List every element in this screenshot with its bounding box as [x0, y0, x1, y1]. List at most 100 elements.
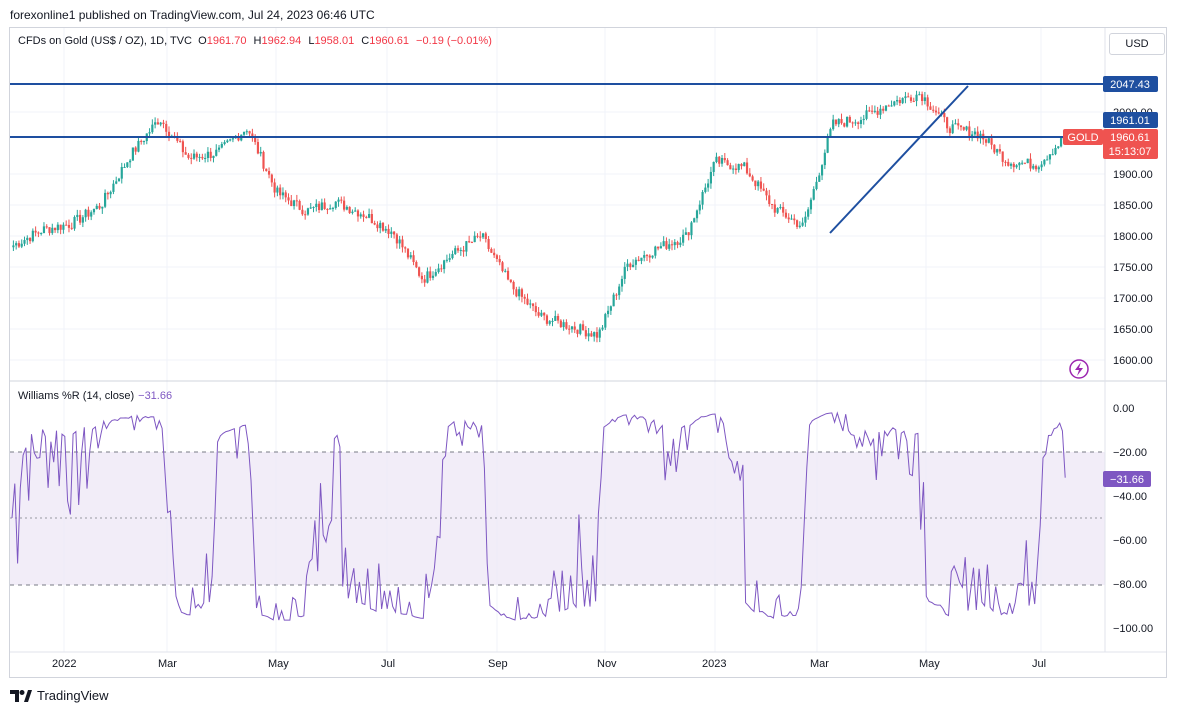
candle-body [884, 105, 888, 111]
candle-body [362, 214, 365, 217]
candle-body [740, 164, 743, 167]
candle-body [381, 222, 385, 231]
candle-body [784, 212, 788, 218]
symbol-title[interactable]: CFDs on Gold (US$ / OZ), 1D, TVC [18, 35, 193, 47]
candle-body [798, 225, 801, 227]
trend-line[interactable] [829, 85, 969, 234]
candle-body [726, 160, 729, 166]
candle-body [512, 282, 515, 290]
candle-body [601, 327, 604, 330]
currency-button[interactable]: USD [1109, 33, 1165, 55]
candle-body [104, 192, 107, 207]
candle-body [520, 289, 524, 297]
candle-body [623, 266, 626, 279]
candle-body [748, 173, 751, 177]
candle-body [140, 140, 143, 142]
wr-tick: 0.00 [1113, 403, 1134, 415]
candle-body [1057, 146, 1060, 148]
candle-body [907, 96, 910, 98]
candle-body [334, 201, 337, 208]
candle-body [665, 241, 668, 249]
candle-body [704, 187, 707, 192]
candle-body [331, 207, 335, 209]
candle-body [1032, 165, 1035, 169]
candle-body [732, 168, 735, 170]
candle-body [409, 255, 412, 258]
candle-body [498, 258, 501, 263]
candle-body [45, 226, 48, 228]
candle-body [473, 235, 476, 243]
candle-body [795, 220, 799, 227]
candle-body [901, 98, 904, 104]
candle-body [412, 255, 415, 263]
candle-body [645, 255, 649, 257]
candle-body [782, 206, 785, 213]
candle-body [206, 151, 210, 159]
candle-body [131, 147, 134, 161]
candle-body [220, 143, 223, 148]
candle-body [815, 181, 818, 190]
candle-body [154, 122, 157, 125]
williams-label[interactable]: Williams %R (14, close) [18, 390, 135, 402]
candle-body [292, 200, 296, 207]
candle-body [576, 329, 579, 334]
candle-body [109, 191, 112, 195]
candle-body [398, 239, 401, 244]
candle-body [573, 326, 576, 330]
candle-body [682, 234, 685, 243]
candle-body [1054, 147, 1057, 155]
candle-body [256, 142, 260, 154]
badge-wr-value: −31.66 [1103, 471, 1151, 487]
candle-body [898, 100, 901, 104]
candle-body [962, 127, 965, 130]
candle-body [893, 101, 896, 106]
candle-body [770, 204, 774, 206]
chart-frame [9, 27, 1167, 678]
candle-body [493, 252, 496, 256]
candle-body [531, 303, 535, 307]
candle-body [340, 199, 343, 201]
candle-body [315, 203, 318, 208]
candle-body [176, 136, 179, 141]
candle-body [737, 164, 740, 171]
candle-body [20, 243, 23, 247]
candle-body [73, 217, 76, 229]
candle-body [181, 141, 184, 153]
candle-body [709, 171, 712, 184]
candle-body [40, 232, 43, 234]
candle-body [723, 157, 726, 161]
candle-body [565, 322, 568, 329]
candle-body [765, 190, 768, 196]
candle-body [26, 237, 29, 241]
low-label: L [308, 35, 315, 47]
candles [12, 90, 1068, 343]
candle-body [373, 223, 376, 225]
candle-body [637, 259, 640, 261]
time-label: Sep [488, 658, 508, 670]
candle-body [859, 120, 863, 124]
candle-body [734, 168, 738, 171]
candle-body [368, 214, 371, 218]
candle-body [912, 100, 915, 102]
price-tick: 1850.00 [1113, 200, 1153, 212]
publisher-text: forexonline1 published on TradingView.co… [10, 8, 375, 22]
open-label: O [198, 35, 207, 47]
candle-body [479, 236, 482, 238]
candle-body [556, 315, 560, 321]
candle-body [1012, 163, 1015, 168]
candle-body [387, 228, 390, 234]
candle-body [618, 286, 621, 296]
high-value: 1962.94 [261, 35, 302, 47]
lightning-icon[interactable] [1069, 359, 1089, 379]
candle-body [751, 176, 754, 181]
candle-body [1018, 162, 1021, 166]
candle-body [84, 209, 87, 218]
candle-body [468, 241, 471, 243]
candle-body [23, 240, 26, 244]
candle-body [1023, 162, 1027, 164]
candle-body [92, 209, 96, 213]
candle-body [584, 330, 587, 337]
candle-body [440, 268, 443, 270]
candle-body [142, 141, 146, 143]
